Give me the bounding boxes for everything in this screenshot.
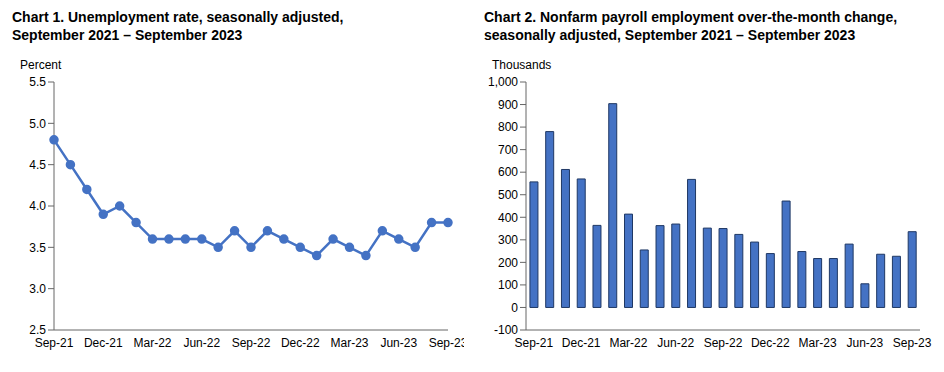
svg-text:500: 500	[498, 188, 518, 202]
svg-text:Dec-21: Dec-21	[562, 336, 601, 350]
svg-text:Mar-23: Mar-23	[330, 336, 368, 350]
svg-text:-100: -100	[494, 323, 518, 337]
svg-text:Jun-23: Jun-23	[380, 336, 417, 350]
svg-text:2.5: 2.5	[29, 323, 46, 337]
svg-text:Sep-23: Sep-23	[429, 336, 464, 350]
svg-text:100: 100	[498, 278, 518, 292]
svg-text:900: 900	[498, 98, 518, 112]
svg-text:400: 400	[498, 211, 518, 225]
svg-text:Sep-22: Sep-22	[704, 336, 743, 350]
svg-text:Mar-23: Mar-23	[799, 336, 837, 350]
svg-text:300: 300	[498, 233, 518, 247]
svg-text:1,000: 1,000	[488, 75, 518, 89]
html-text:Chart 2. Nonfarm payroll emplo: Chart 2. Nonfarm payroll employment over…	[484, 9, 898, 43]
svg-text:600: 600	[498, 165, 518, 179]
svg-text:Sep-21: Sep-21	[515, 336, 554, 350]
svg-text:5.0: 5.0	[29, 117, 46, 131]
svg-text:3.0: 3.0	[29, 282, 46, 296]
html-text:Thousands: Thousands	[492, 58, 552, 72]
svg-text:Dec-21: Dec-21	[84, 336, 123, 350]
svg-text:Jun-23: Jun-23	[846, 336, 883, 350]
svg-text:Mar-22: Mar-22	[133, 336, 171, 350]
svg-text:4.5: 4.5	[29, 158, 46, 172]
svg-text:Dec-22: Dec-22	[751, 336, 790, 350]
html-text:Chart 1. Unemployment rate, se: Chart 1. Unemployment rate, seasonally a…	[12, 9, 344, 43]
svg-text:4.0: 4.0	[29, 199, 46, 213]
svg-text:800: 800	[498, 120, 518, 134]
svg-text:Mar-22: Mar-22	[609, 336, 647, 350]
svg-text:700: 700	[498, 143, 518, 157]
svg-text:Sep-23: Sep-23	[893, 336, 932, 350]
svg-text:Jun-22: Jun-22	[183, 336, 220, 350]
svg-text:Sep-22: Sep-22	[232, 336, 271, 350]
svg-text:Sep-21: Sep-21	[35, 336, 74, 350]
svg-text:Jun-22: Jun-22	[657, 336, 694, 350]
svg-text:3.5: 3.5	[29, 241, 46, 255]
svg-text:200: 200	[498, 256, 518, 270]
svg-text:5.5: 5.5	[29, 75, 46, 89]
svg-text:0: 0	[511, 301, 518, 315]
html-text:Percent: Percent	[20, 58, 62, 72]
svg-text:Dec-22: Dec-22	[281, 336, 320, 350]
